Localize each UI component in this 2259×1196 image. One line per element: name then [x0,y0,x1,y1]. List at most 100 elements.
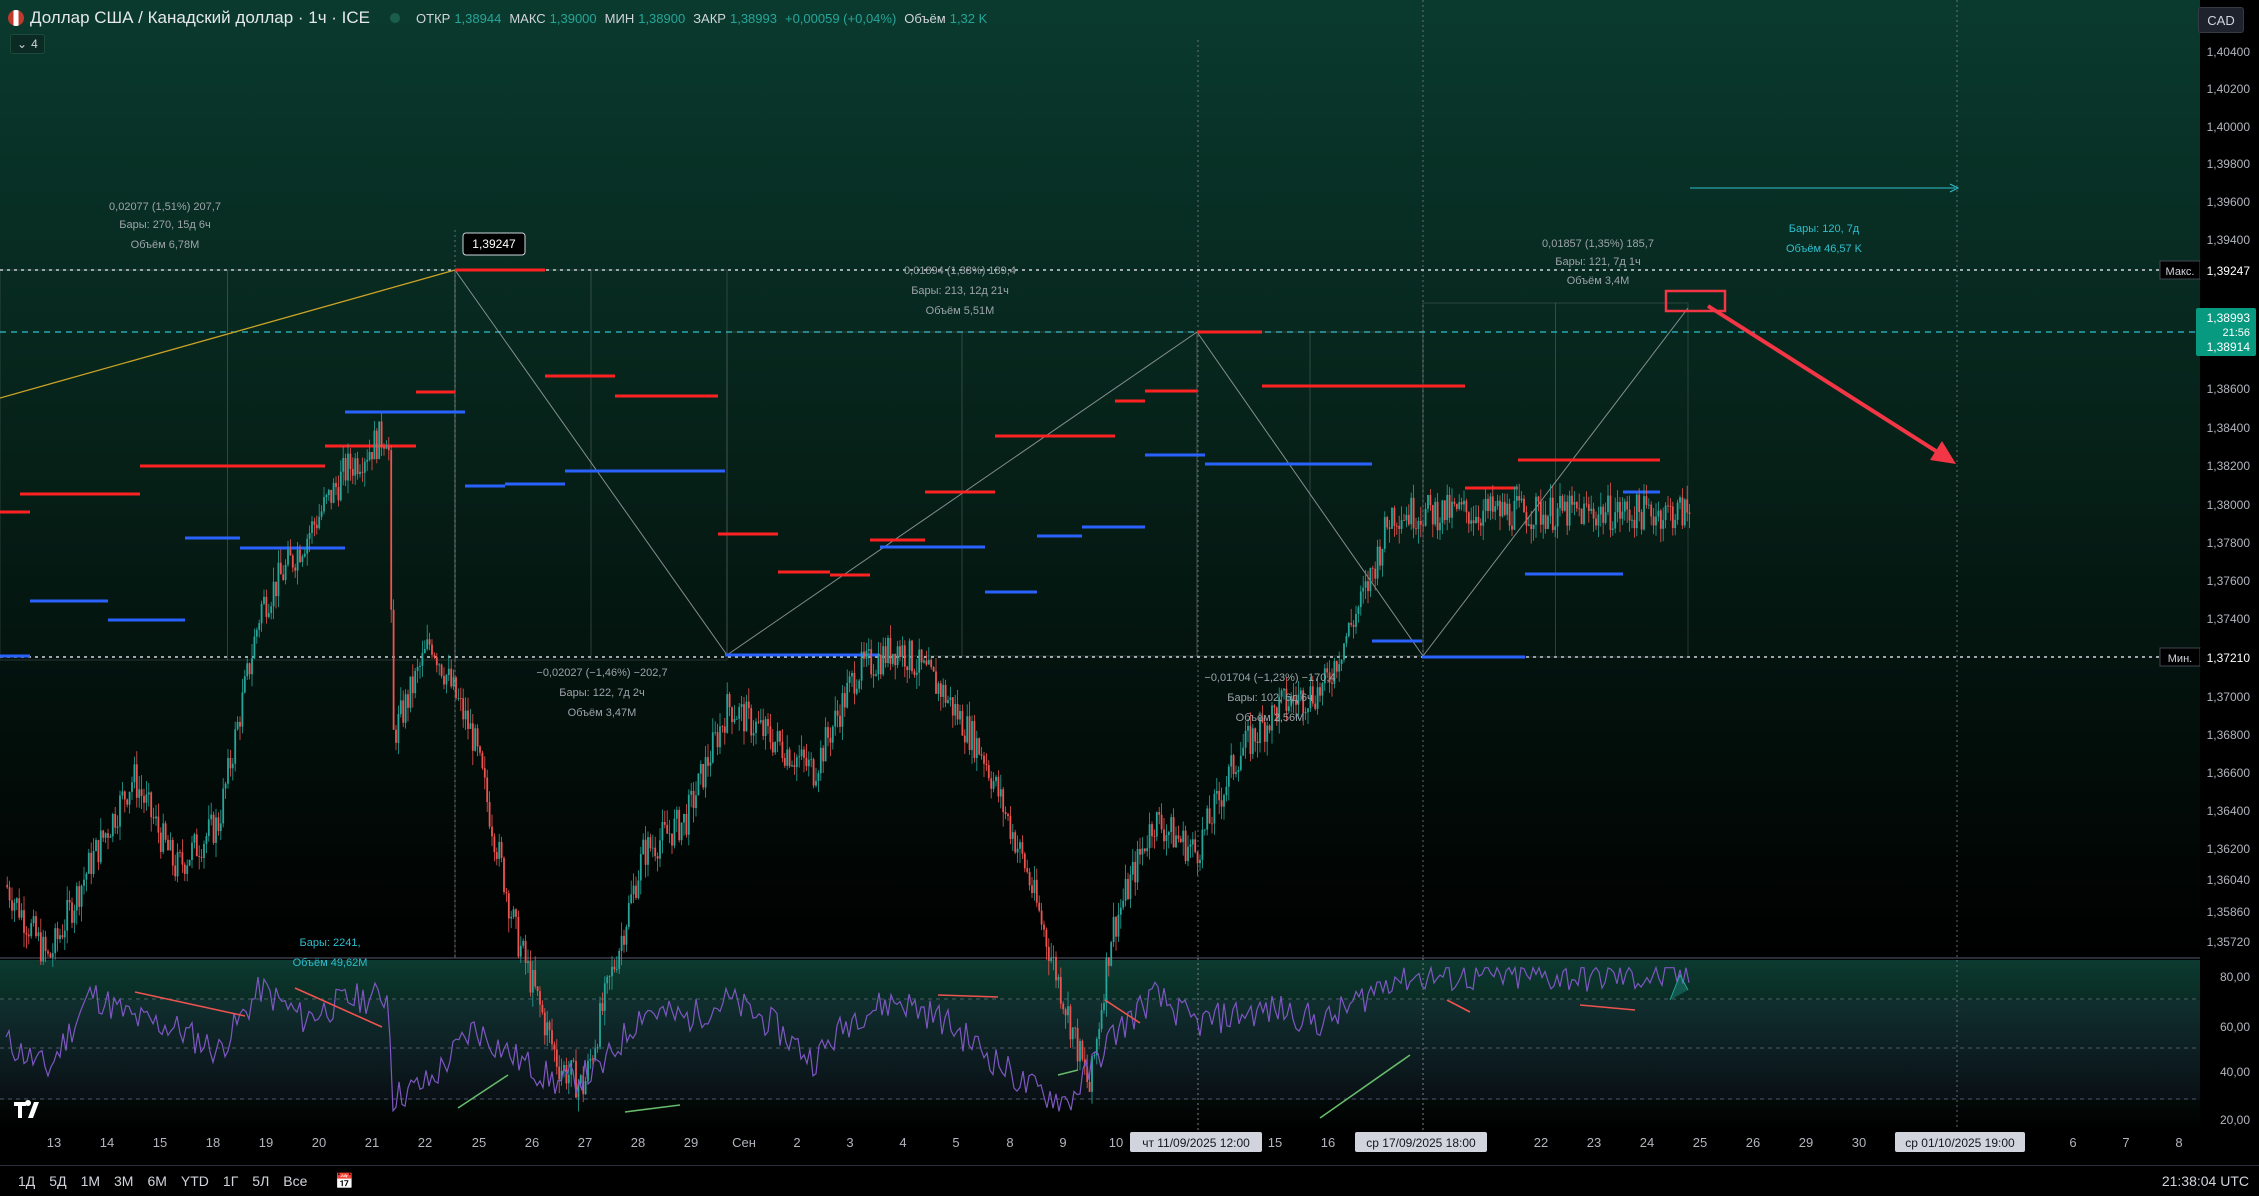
candle [1515,496,1518,501]
candle [1518,496,1521,501]
candle [1232,755,1235,775]
candle [620,935,623,951]
candle [1338,664,1341,672]
market-status-icon[interactable] [388,11,403,25]
candle [183,864,186,874]
candle [1074,1027,1077,1029]
candle [1669,505,1672,507]
measure-volume: Объём 49,62M [293,957,368,969]
candle [596,1046,599,1049]
candle [627,903,630,927]
candle [858,680,861,689]
candle [275,581,277,597]
time-tick-label: 5 [952,1135,959,1150]
candle [308,533,311,539]
candle [719,726,721,748]
candle [1170,817,1173,833]
candle [498,841,501,859]
indicators-collapse-button[interactable]: ⌄ 4 [10,34,45,54]
candle [879,654,882,675]
period-1m-button[interactable]: 1М [80,1173,101,1189]
period-ytd-button[interactable]: YTD [180,1173,209,1189]
candle [524,940,527,963]
candle [1268,725,1271,731]
period-1y-button[interactable]: 1Г [222,1173,239,1189]
candle [1203,829,1206,831]
time-tick-label: 9 [1059,1135,1066,1150]
period-1d-button[interactable]: 1Д [18,1173,36,1189]
rsi-bearish-divergence [937,994,999,998]
period-6m-button[interactable]: 6М [147,1173,167,1189]
candle [1568,495,1571,526]
candle [531,970,534,993]
candle [882,646,885,675]
candle [577,1083,580,1098]
candle [1561,495,1564,511]
candle [745,701,748,732]
period-5d-button[interactable]: 5Д [49,1173,67,1189]
candle [1619,501,1621,519]
clock[interactable]: 21:38:04 UTC [2161,1173,2249,1189]
candle [147,792,150,795]
candle [426,639,429,650]
candle [1645,496,1648,505]
price-tick-label: 1,37400 [2207,612,2251,626]
max-tag: Макс. [2166,266,2195,278]
period-all-button[interactable]: Все [283,1173,308,1189]
candle [1489,496,1492,512]
symbol-title[interactable]: Доллар США / Канадский доллар · 1ч · ICE [30,8,371,27]
time-tag: ср 01/10/2025 19:00 [1905,1136,2015,1150]
candle [939,683,942,697]
candle [519,945,522,957]
candle [287,549,289,565]
candle [368,452,371,460]
period-3m-button[interactable]: 3М [114,1173,134,1189]
candle [793,765,796,768]
candle [1287,706,1290,711]
period-5y-button[interactable]: 5Л [252,1173,270,1189]
time-tick-label: 7 [2122,1135,2129,1150]
candle [1355,613,1357,627]
candle [193,834,196,843]
candle [315,524,318,529]
candle [109,836,112,838]
time-tick-label: 3 [846,1135,853,1150]
candle [1331,682,1333,684]
calendar-icon[interactable]: 📅 [335,1173,355,1190]
candle [1395,525,1398,527]
currency-button[interactable]: CAD [2198,7,2244,33]
candle [587,1060,589,1081]
candle [752,733,755,736]
candle [114,813,117,828]
candle [1602,506,1605,523]
candle [1640,511,1643,530]
high-value: 1,39000 [549,10,597,26]
candle [776,731,779,742]
rsi-bearish-divergence [134,991,246,1017]
candle [817,773,820,781]
candle [267,613,270,617]
candle [1585,503,1588,505]
candle [1187,846,1189,862]
candle [642,839,645,855]
candle [1081,1040,1084,1060]
candle [282,574,285,580]
candle [572,1060,575,1062]
candle [483,768,486,778]
candle [195,834,198,857]
candle [198,856,201,857]
time-tick-label: 22 [418,1135,432,1150]
candle [131,782,133,792]
measure-volume: Объём 6,78M [131,239,200,251]
rsi-bullish-divergence [1057,1069,1079,1076]
candle [1655,516,1657,526]
candle [971,721,973,751]
candle [1415,528,1417,530]
candle [632,885,635,895]
candle [1297,694,1300,705]
candle [923,660,925,663]
candle [865,650,868,659]
candle [663,822,666,825]
candle [1213,793,1216,824]
